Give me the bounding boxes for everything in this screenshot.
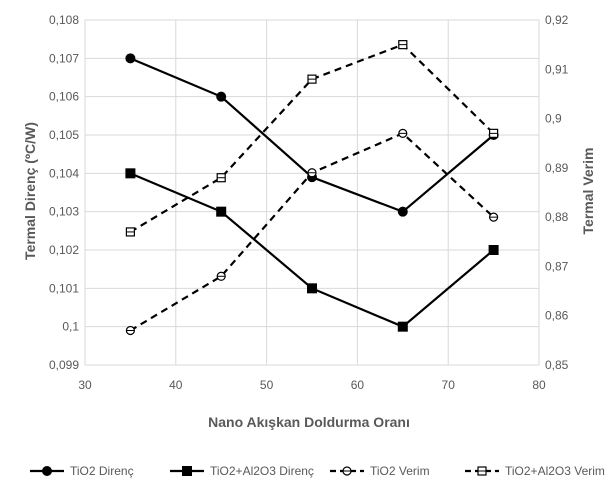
- x-tick-label: 60: [351, 378, 365, 392]
- grid-lines: [84, 19, 540, 366]
- y-left-tick-label: 0,106: [49, 90, 79, 104]
- y-right-tick-label: 0,91: [545, 62, 569, 76]
- legend-item: TiO2+Al2O3 Verim: [465, 464, 605, 478]
- y-axis-right-title: Termal Verim: [580, 148, 596, 235]
- data-point-marker: [398, 40, 408, 50]
- data-point-marker: [125, 53, 136, 64]
- y-axis-left-title: Termal Direnç (ºC/W): [22, 122, 38, 260]
- legend-label: TiO2+Al2O3 Direnç: [210, 464, 314, 478]
- y-left-tick-label: 0,104: [49, 166, 79, 180]
- series-4: [125, 40, 499, 237]
- x-tick-label: 30: [78, 378, 92, 392]
- y-right-tick-label: 0,86: [545, 309, 569, 323]
- tick-labels: 0,099 0,1 0,101 0,102 0,103 0,104 0,105 0,106 0,…: [49, 13, 569, 392]
- x-tick-label: 70: [442, 378, 456, 392]
- y-left-tick-label: 0,1: [62, 320, 79, 334]
- y-left-tick-label: 0,101: [49, 281, 79, 295]
- series-3: [125, 128, 499, 336]
- y-left-tick-label: 0,105: [49, 128, 79, 142]
- data-point-marker: [125, 168, 136, 179]
- y-right-tick-label: 0,85: [545, 358, 569, 372]
- legend-item: TiO2 Verim: [330, 464, 430, 478]
- data-point-marker: [398, 128, 408, 138]
- data-point-marker: [307, 168, 317, 178]
- data-point-marker: [488, 245, 499, 255]
- legend: TiO2 Direnç TiO2+Al2O3 Direnç TiO2 Verim Ti…: [30, 464, 605, 478]
- y-right-tick-label: 0,92: [545, 13, 569, 27]
- data-point-marker: [397, 206, 408, 217]
- legend-label: TiO2 Verim: [370, 464, 430, 478]
- y-left-tick-label: 0,099: [49, 358, 79, 372]
- y-left-tick-label: 0,108: [49, 13, 79, 27]
- data-point-marker: [125, 227, 136, 237]
- data-point-marker: [125, 325, 135, 336]
- data-point-marker: [216, 173, 226, 183]
- y-right-tick-label: 0,9: [545, 112, 562, 126]
- data-point-marker: [216, 91, 227, 102]
- data-point-marker: [42, 466, 52, 476]
- plot-border: [84, 19, 540, 366]
- series-line: [129, 43, 495, 233]
- data-point-marker: [216, 271, 226, 281]
- y-left-tick-label: 0,102: [49, 243, 79, 257]
- y-left-tick-label: 0,107: [49, 51, 79, 65]
- y-right-tick-label: 0,88: [545, 210, 569, 224]
- series-2: [125, 168, 499, 332]
- legend-item: TiO2+Al2O3 Direnç: [170, 464, 314, 478]
- legend-item: TiO2 Direnç: [30, 464, 134, 478]
- data-point-marker: [307, 74, 317, 84]
- x-axis-title: Nano Akışkan Doldurma Oranı: [208, 414, 410, 430]
- y-right-tick-label: 0,87: [545, 259, 569, 273]
- y-left-tick-label: 0,103: [49, 205, 79, 219]
- data-point-marker: [477, 466, 487, 476]
- legend-label: TiO2+Al2O3 Verim: [505, 464, 605, 478]
- data-point-marker: [216, 206, 227, 217]
- x-tick-label: 50: [260, 378, 274, 392]
- data-point-marker: [397, 321, 408, 332]
- data-point-marker: [342, 466, 352, 476]
- y-right-tick-label: 0,89: [545, 161, 569, 175]
- data-point-marker: [489, 128, 499, 138]
- legend-label: TiO2 Direnç: [70, 464, 134, 478]
- data-point-marker: [307, 283, 317, 294]
- x-tick-label: 80: [532, 378, 546, 392]
- x-tick-label: 40: [169, 378, 183, 392]
- series-layer: [125, 40, 499, 336]
- series-line: [129, 132, 495, 332]
- data-point-marker: [182, 466, 192, 476]
- data-point-marker: [489, 212, 499, 222]
